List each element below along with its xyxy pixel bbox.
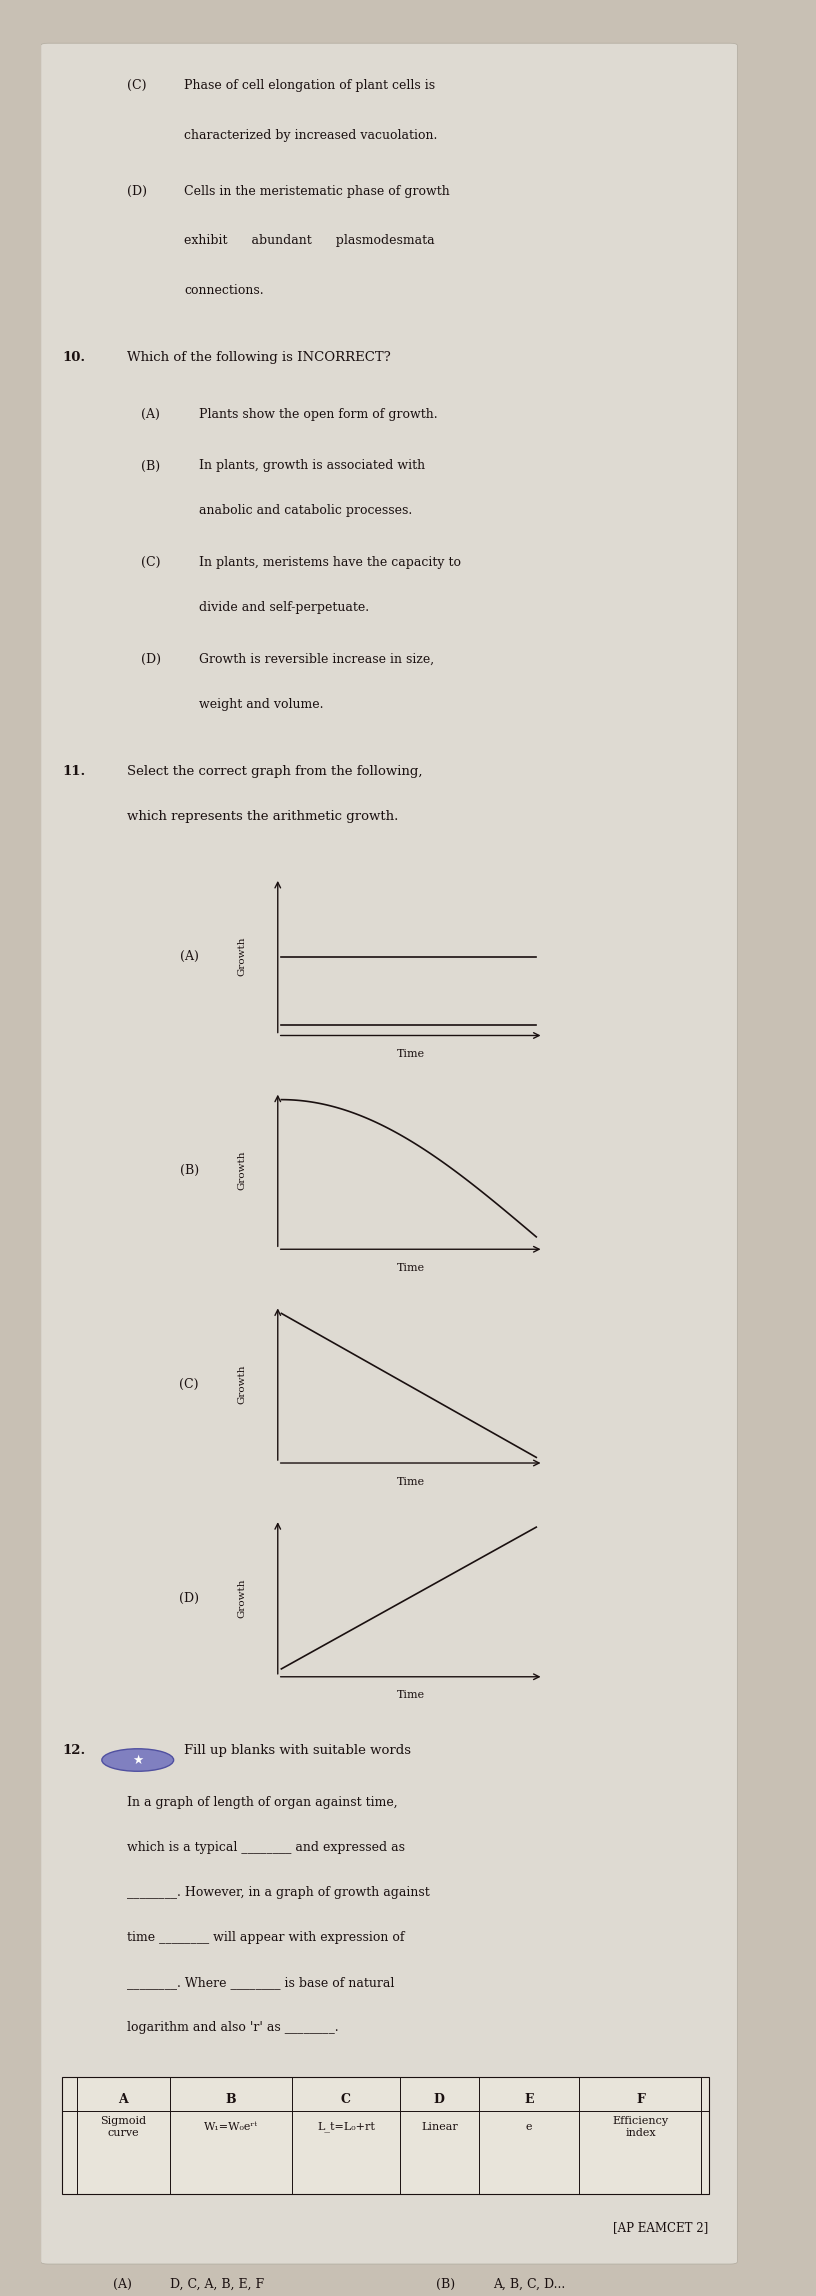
Text: exhibit      abundant      plasmodesmata: exhibit abundant plasmodesmata — [184, 234, 435, 248]
Text: (D): (D) — [141, 652, 162, 666]
Circle shape — [102, 1750, 174, 1770]
Text: In plants, growth is associated with: In plants, growth is associated with — [199, 459, 425, 473]
Text: W₁=W₀eʳᵗ: W₁=W₀eʳᵗ — [204, 2122, 258, 2131]
Text: Growth: Growth — [237, 937, 246, 976]
Text: Time: Time — [397, 1476, 424, 1486]
Text: (A): (A) — [180, 951, 199, 964]
Text: ________. However, in a graph of growth against: ________. However, in a graph of growth … — [127, 1885, 430, 1899]
Text: Time: Time — [397, 1263, 424, 1272]
Text: (B): (B) — [141, 459, 161, 473]
Text: [AP EAMCET 2]: [AP EAMCET 2] — [614, 2220, 708, 2234]
Text: E: E — [525, 2094, 534, 2105]
Text: (C): (C) — [127, 78, 146, 92]
Text: (D): (D) — [127, 186, 147, 197]
Text: Linear: Linear — [421, 2122, 458, 2131]
Text: logarithm and also 'r' as ________.: logarithm and also 'r' as ________. — [127, 2020, 339, 2034]
Text: F: F — [636, 2094, 645, 2105]
Text: (C): (C) — [180, 1378, 199, 1391]
Text: C: C — [341, 2094, 351, 2105]
Text: which is a typical ________ and expressed as: which is a typical ________ and expresse… — [127, 1841, 405, 1855]
Text: 10.: 10. — [62, 351, 86, 365]
Text: Time: Time — [397, 1690, 424, 1701]
Text: D, C, A, B, E, F: D, C, A, B, E, F — [170, 2278, 264, 2291]
Text: (D): (D) — [179, 1591, 199, 1605]
Text: (A): (A) — [113, 2278, 131, 2291]
Text: In plants, meristems have the capacity to: In plants, meristems have the capacity t… — [199, 556, 461, 569]
Text: ________. Where ________ is base of natural: ________. Where ________ is base of natu… — [127, 1977, 394, 1988]
Text: time ________ will appear with expression of: time ________ will appear with expressio… — [127, 1931, 405, 1945]
Bar — [62, 2078, 708, 2195]
Text: Growth: Growth — [237, 1364, 246, 1405]
Text: Growth: Growth — [237, 1150, 246, 1189]
Text: Select the correct graph from the following,: Select the correct graph from the follow… — [127, 765, 423, 778]
Text: 11.: 11. — [62, 765, 86, 778]
Text: D: D — [434, 2094, 445, 2105]
Text: characterized by increased vacuolation.: characterized by increased vacuolation. — [184, 129, 438, 142]
Text: anabolic and catabolic processes.: anabolic and catabolic processes. — [199, 505, 412, 517]
Text: (B): (B) — [180, 1164, 199, 1178]
Text: divide and self-perpetuate.: divide and self-perpetuate. — [199, 602, 369, 615]
Text: which represents the arithmetic growth.: which represents the arithmetic growth. — [127, 810, 398, 824]
Text: (A): (A) — [141, 409, 160, 420]
Text: e: e — [526, 2122, 532, 2131]
Text: weight and volume.: weight and volume. — [199, 698, 323, 712]
Text: Fill up blanks with suitable words: Fill up blanks with suitable words — [184, 1745, 411, 1756]
Text: In a graph of length of organ against time,: In a graph of length of organ against ti… — [127, 1795, 397, 1809]
Text: Growth is reversible increase in size,: Growth is reversible increase in size, — [199, 652, 434, 666]
Text: A, B, C, D...: A, B, C, D... — [493, 2278, 565, 2291]
Text: 12.: 12. — [62, 1745, 86, 1756]
Text: Cells in the meristematic phase of growth: Cells in the meristematic phase of growt… — [184, 186, 450, 197]
Text: Time: Time — [397, 1049, 424, 1058]
Text: B: B — [226, 2094, 237, 2105]
Text: connections.: connections. — [184, 285, 264, 296]
Text: (B): (B) — [436, 2278, 455, 2291]
Text: (C): (C) — [141, 556, 161, 569]
Text: ★: ★ — [132, 1754, 144, 1766]
FancyBboxPatch shape — [41, 44, 738, 2264]
Text: Phase of cell elongation of plant cells is: Phase of cell elongation of plant cells … — [184, 78, 436, 92]
Text: A: A — [118, 2094, 128, 2105]
Text: Plants show the open form of growth.: Plants show the open form of growth. — [199, 409, 437, 420]
Text: L_t=L₀+rt: L_t=L₀+rt — [317, 2122, 375, 2133]
Text: Sigmoid
curve: Sigmoid curve — [100, 2115, 146, 2138]
Text: Growth: Growth — [237, 1577, 246, 1619]
Text: Which of the following is INCORRECT?: Which of the following is INCORRECT? — [127, 351, 391, 365]
Text: Efficiency
index: Efficiency index — [612, 2115, 668, 2138]
